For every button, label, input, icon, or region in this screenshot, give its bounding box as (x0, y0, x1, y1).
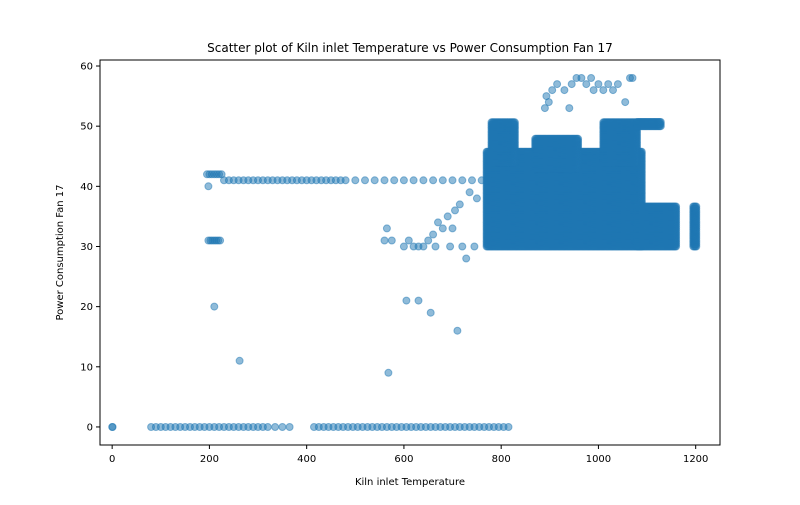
data-points (108, 74, 701, 431)
chart-title: Scatter plot of Kiln inlet Temperature v… (207, 41, 613, 55)
